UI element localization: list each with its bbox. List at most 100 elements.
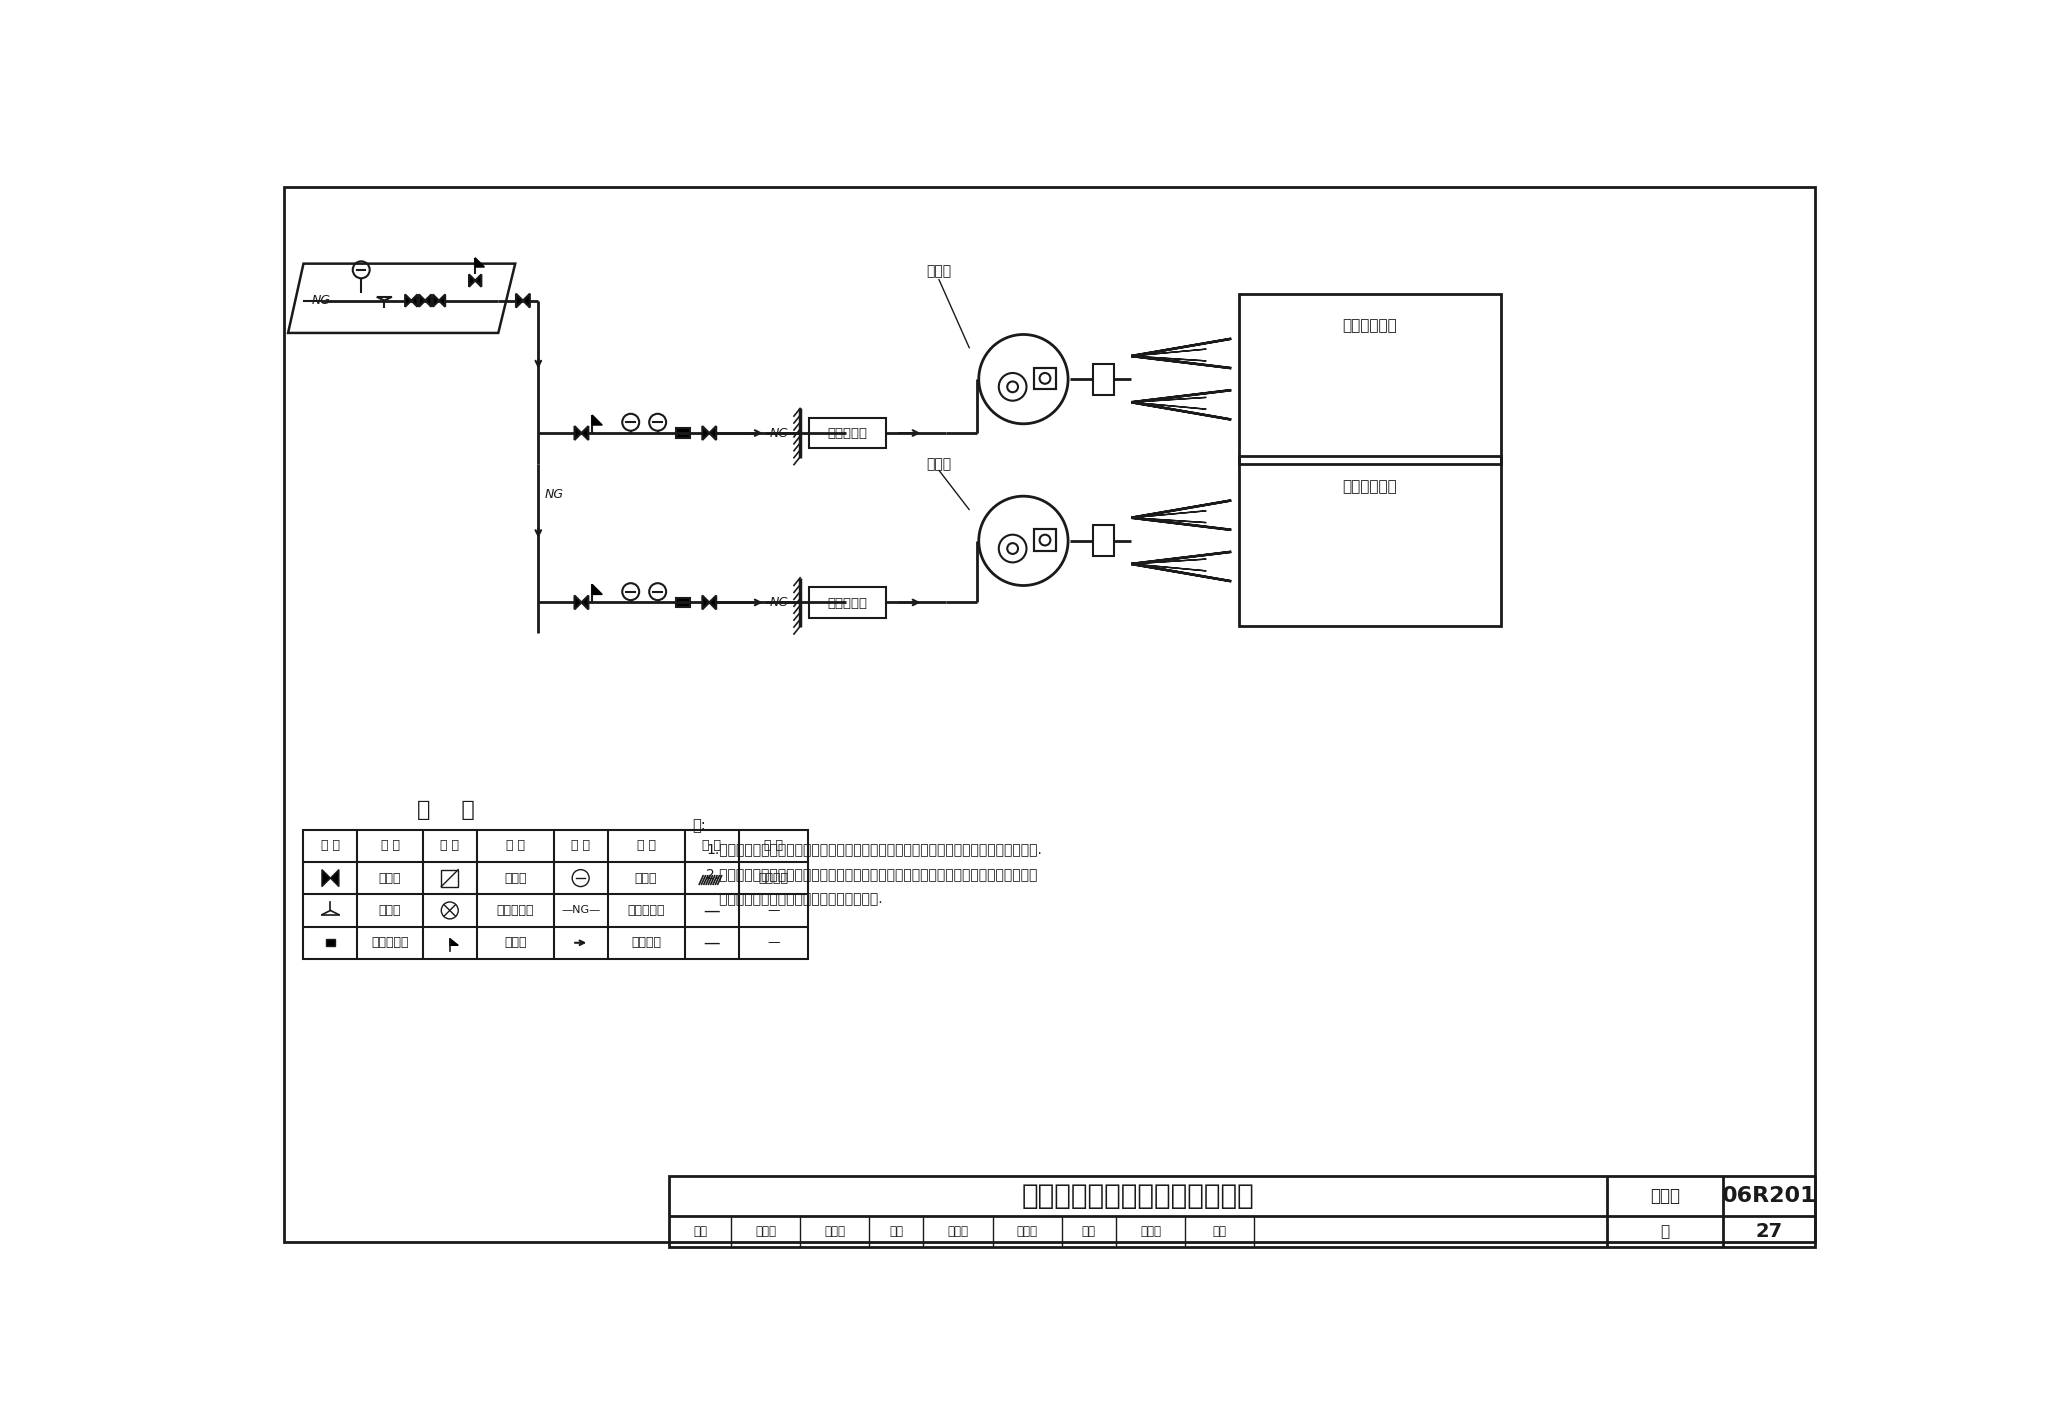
Polygon shape <box>432 294 438 307</box>
Bar <box>1239 457 1501 625</box>
Text: —: — <box>702 933 721 952</box>
Text: 图    例: 图 例 <box>418 801 475 821</box>
Text: —NG—: —NG— <box>561 906 600 916</box>
Bar <box>1034 529 1057 551</box>
Polygon shape <box>582 595 588 609</box>
Text: 截止阀: 截止阀 <box>379 872 401 885</box>
Text: 设计: 设计 <box>1081 1224 1096 1239</box>
Polygon shape <box>406 294 412 307</box>
Polygon shape <box>709 427 717 440</box>
Text: 符 号: 符 号 <box>571 839 590 852</box>
Polygon shape <box>475 274 481 287</box>
Polygon shape <box>412 294 418 307</box>
Text: 名 称: 名 称 <box>381 839 399 852</box>
Bar <box>676 598 690 606</box>
Text: 注:: 注: <box>692 818 707 833</box>
Bar <box>440 869 459 886</box>
Polygon shape <box>702 427 709 440</box>
Text: NG: NG <box>770 596 788 609</box>
Text: 页: 页 <box>1661 1224 1669 1239</box>
Bar <box>1094 525 1114 557</box>
Text: —: — <box>702 902 721 919</box>
Text: 介质流向: 介质流向 <box>631 936 662 949</box>
Text: —: — <box>766 936 780 949</box>
Text: 压力表: 压力表 <box>635 872 657 885</box>
Text: 燃气流量计: 燃气流量计 <box>371 936 410 949</box>
Polygon shape <box>1130 501 1231 529</box>
Text: 图集号: 图集号 <box>1651 1187 1679 1206</box>
Polygon shape <box>475 258 485 267</box>
Text: 止回阀: 止回阀 <box>504 872 526 885</box>
Text: 校对: 校对 <box>889 1224 903 1239</box>
Text: 名 称: 名 称 <box>764 839 782 852</box>
Polygon shape <box>592 585 602 595</box>
Bar <box>1034 368 1057 390</box>
Text: 27: 27 <box>1755 1222 1782 1241</box>
Text: 甲荣华: 甲荣华 <box>823 1224 846 1239</box>
Polygon shape <box>702 595 709 609</box>
Polygon shape <box>420 294 426 307</box>
Bar <box>1034 529 1057 551</box>
Text: —: — <box>766 903 780 918</box>
Text: 直燃机燃烧室: 直燃机燃烧室 <box>1343 318 1397 332</box>
Polygon shape <box>469 274 475 287</box>
Text: 天然气管道: 天然气管道 <box>627 903 666 918</box>
Polygon shape <box>592 415 602 425</box>
Polygon shape <box>522 294 530 308</box>
Text: NG: NG <box>770 427 788 440</box>
Polygon shape <box>289 264 516 332</box>
Text: 快速切断阀: 快速切断阀 <box>496 903 535 918</box>
Text: 符 号: 符 号 <box>440 839 459 852</box>
Polygon shape <box>1130 390 1231 420</box>
Polygon shape <box>575 595 582 609</box>
Text: 王英刚: 王英刚 <box>948 1224 969 1239</box>
Polygon shape <box>438 294 444 307</box>
Polygon shape <box>322 869 330 886</box>
Polygon shape <box>330 869 338 886</box>
Polygon shape <box>426 294 432 307</box>
Polygon shape <box>516 294 522 308</box>
Text: 符 号: 符 号 <box>322 839 340 852</box>
Polygon shape <box>1130 350 1206 361</box>
Text: 燃气阀门组: 燃气阀门组 <box>827 596 868 609</box>
Bar <box>809 586 887 618</box>
Polygon shape <box>1130 397 1206 410</box>
Polygon shape <box>451 939 459 945</box>
Polygon shape <box>1130 559 1206 571</box>
Text: 名 称: 名 称 <box>637 839 655 852</box>
Text: 燃烧器: 燃烧器 <box>926 264 950 278</box>
Text: 以及控制系统等一般由直燃机厂家配套供货.: 以及控制系统等一般由直燃机厂家配套供货. <box>707 892 883 906</box>
Bar <box>303 829 807 959</box>
Text: 直燃机燃烧室: 直燃机燃烧室 <box>1343 479 1397 494</box>
Text: NG: NG <box>545 488 563 501</box>
Bar <box>1239 294 1501 464</box>
Polygon shape <box>709 595 717 609</box>
Polygon shape <box>1130 338 1231 368</box>
Text: 2.燃烧器以及满足直燃机燃烧系统正常运行、自动调节、安全保护等相关的辅机、阀门组: 2.燃烧器以及满足直燃机燃烧系统正常运行、自动调节、安全保护等相关的辅机、阀门组 <box>707 868 1038 882</box>
Text: 李春林: 李春林 <box>1141 1224 1161 1239</box>
Bar <box>676 428 690 438</box>
Polygon shape <box>575 427 582 440</box>
Bar <box>1094 364 1114 394</box>
Text: 过滤器: 过滤器 <box>379 903 401 918</box>
Bar <box>326 939 336 946</box>
Polygon shape <box>1130 511 1206 522</box>
Polygon shape <box>582 427 588 440</box>
Text: 签名: 签名 <box>1212 1224 1227 1239</box>
Text: 燃气阀门组: 燃气阀门组 <box>827 427 868 441</box>
Bar <box>809 418 887 448</box>
Text: 审核: 审核 <box>692 1224 707 1239</box>
Bar <box>1034 368 1057 390</box>
Text: 06R201: 06R201 <box>1722 1186 1817 1206</box>
Text: NG: NG <box>311 294 330 307</box>
Text: 燃烧器: 燃烧器 <box>926 457 950 471</box>
Text: 1.本图仅为燃气系统流程示意，在具体项目中应根据实际情况对本燃气系统进行相应调整.: 1.本图仅为燃气系统流程示意，在具体项目中应根据实际情况对本燃气系统进行相应调整… <box>707 843 1042 856</box>
Text: 罗荣华: 罗荣华 <box>756 1224 776 1239</box>
Text: 符 号: 符 号 <box>702 839 721 852</box>
Text: 设计分界: 设计分界 <box>758 872 788 885</box>
Text: 刁庚刚: 刁庚刚 <box>1016 1224 1038 1239</box>
Text: 燃烧系统示意图（燃天然气型）: 燃烧系统示意图（燃天然气型） <box>1022 1182 1255 1210</box>
Text: 名 称: 名 称 <box>506 839 524 852</box>
Polygon shape <box>1130 552 1231 581</box>
Text: 放散管: 放散管 <box>504 936 526 949</box>
